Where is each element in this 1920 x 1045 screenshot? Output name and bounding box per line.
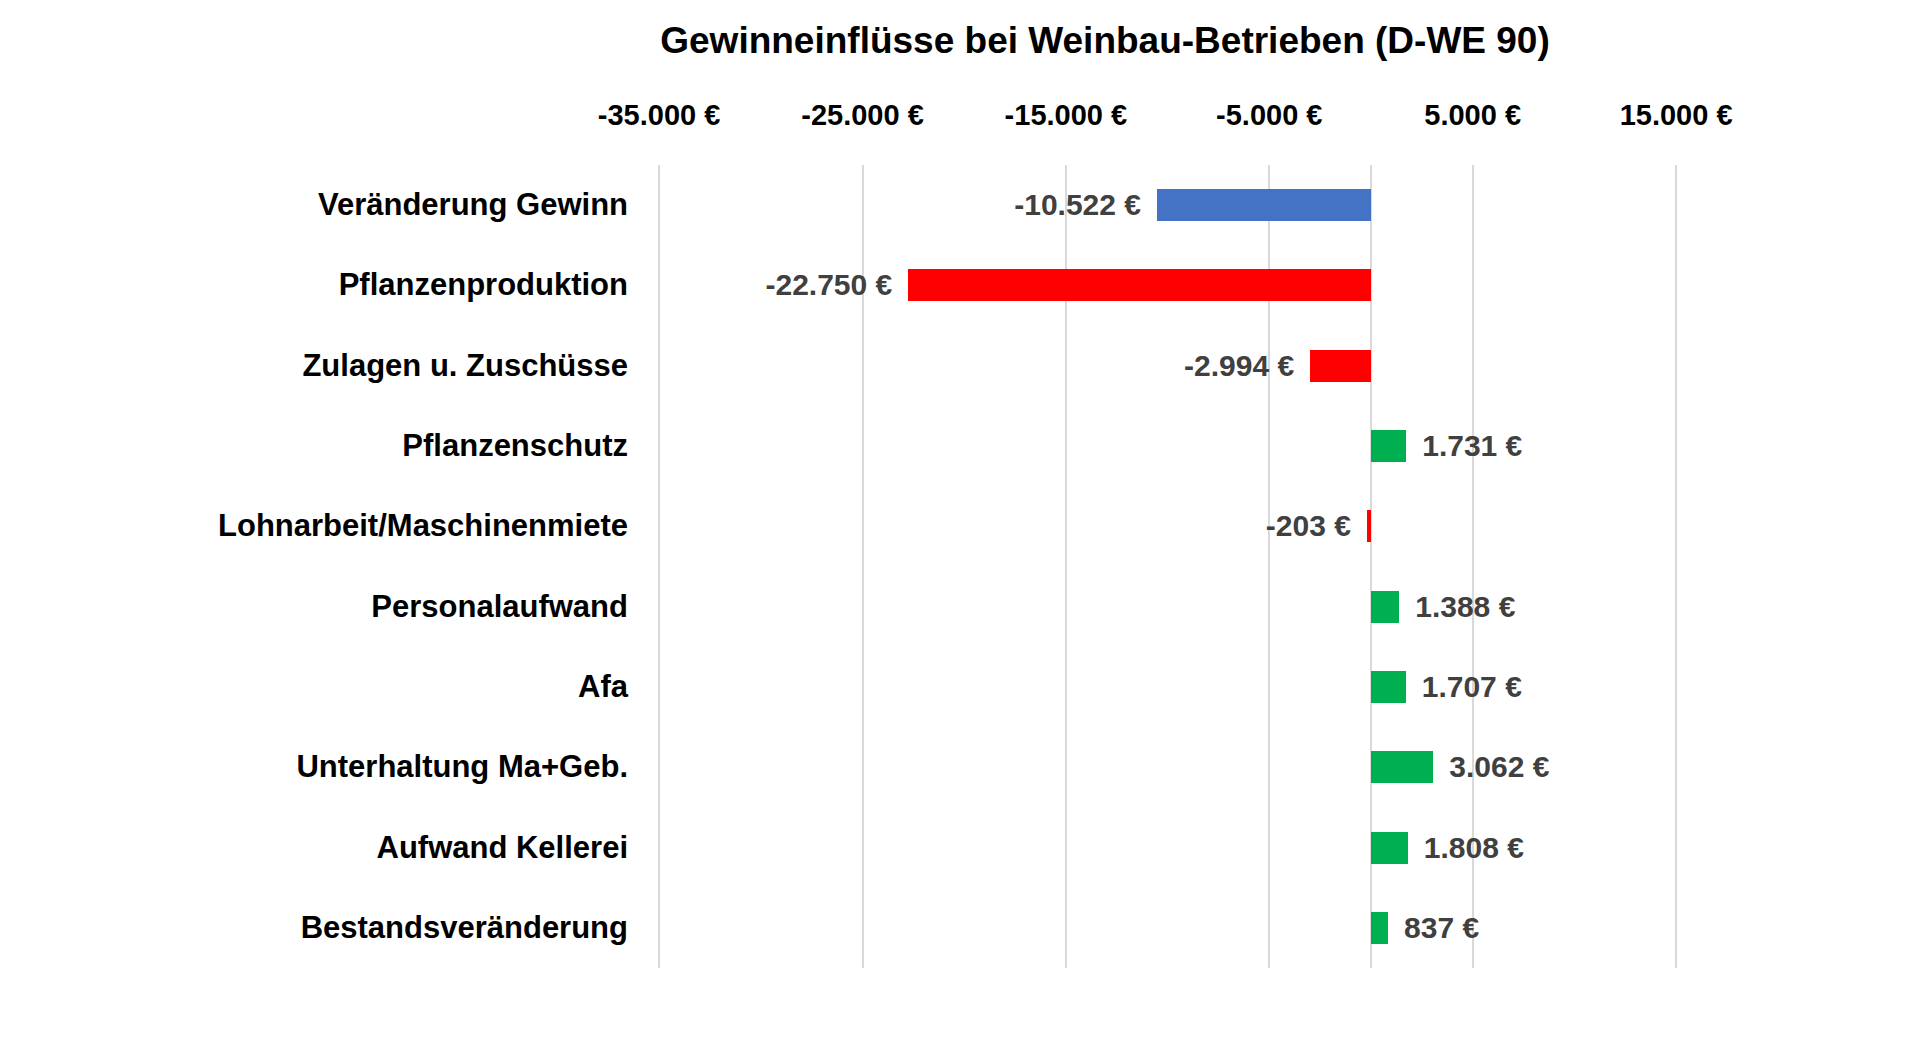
category-label: Pflanzenschutz (402, 428, 628, 464)
category-label: Afa (578, 669, 628, 705)
chart-title: Gewinneinflüsse bei Weinbau-Betrieben (D… (660, 20, 1550, 62)
x-axis-tick-label: -35.000 € (598, 99, 721, 132)
data-bar[interactable] (1367, 510, 1371, 542)
data-bar[interactable] (1371, 671, 1406, 703)
data-bar[interactable] (1371, 832, 1408, 864)
data-bar[interactable] (1371, 912, 1388, 944)
category-label: Pflanzenproduktion (339, 267, 628, 303)
x-axis-tick-label: -5.000 € (1216, 99, 1322, 132)
value-label: 1.808 € (1424, 831, 1524, 865)
value-label: 3.062 € (1449, 750, 1549, 784)
category-label: Personalaufwand (371, 589, 628, 625)
value-label: 1.388 € (1415, 590, 1515, 624)
value-label: -10.522 € (1014, 188, 1141, 222)
category-label: Zulagen u. Zuschüsse (302, 348, 628, 384)
value-label: 837 € (1404, 911, 1479, 945)
data-bar[interactable] (1371, 751, 1433, 783)
data-bar[interactable] (908, 269, 1371, 301)
data-bar[interactable] (1371, 591, 1399, 623)
data-bar[interactable] (1310, 350, 1371, 382)
value-label: -203 € (1266, 509, 1351, 543)
value-label: -22.750 € (765, 268, 892, 302)
category-label: Veränderung Gewinn (318, 187, 628, 223)
value-label: 1.707 € (1422, 670, 1522, 704)
x-axis-tick-label: 15.000 € (1620, 99, 1733, 132)
value-label: 1.731 € (1422, 429, 1522, 463)
x-axis-tick-label: -15.000 € (1005, 99, 1128, 132)
waterfall-bar-chart: Gewinneinflüsse bei Weinbau-Betrieben (D… (0, 0, 1920, 1045)
x-gridline (658, 165, 660, 968)
x-gridline (1675, 165, 1677, 968)
value-label: -2.994 € (1184, 349, 1294, 383)
x-axis-tick-label: 5.000 € (1424, 99, 1521, 132)
data-bar[interactable] (1371, 430, 1406, 462)
category-label: Bestandsveränderung (301, 910, 628, 946)
data-bar[interactable] (1157, 189, 1371, 221)
x-axis-tick-label: -25.000 € (801, 99, 924, 132)
category-label: Aufwand Kellerei (377, 830, 629, 866)
category-label: Lohnarbeit/Maschinenmiete (218, 508, 628, 544)
category-label: Unterhaltung Ma+Geb. (296, 749, 628, 785)
